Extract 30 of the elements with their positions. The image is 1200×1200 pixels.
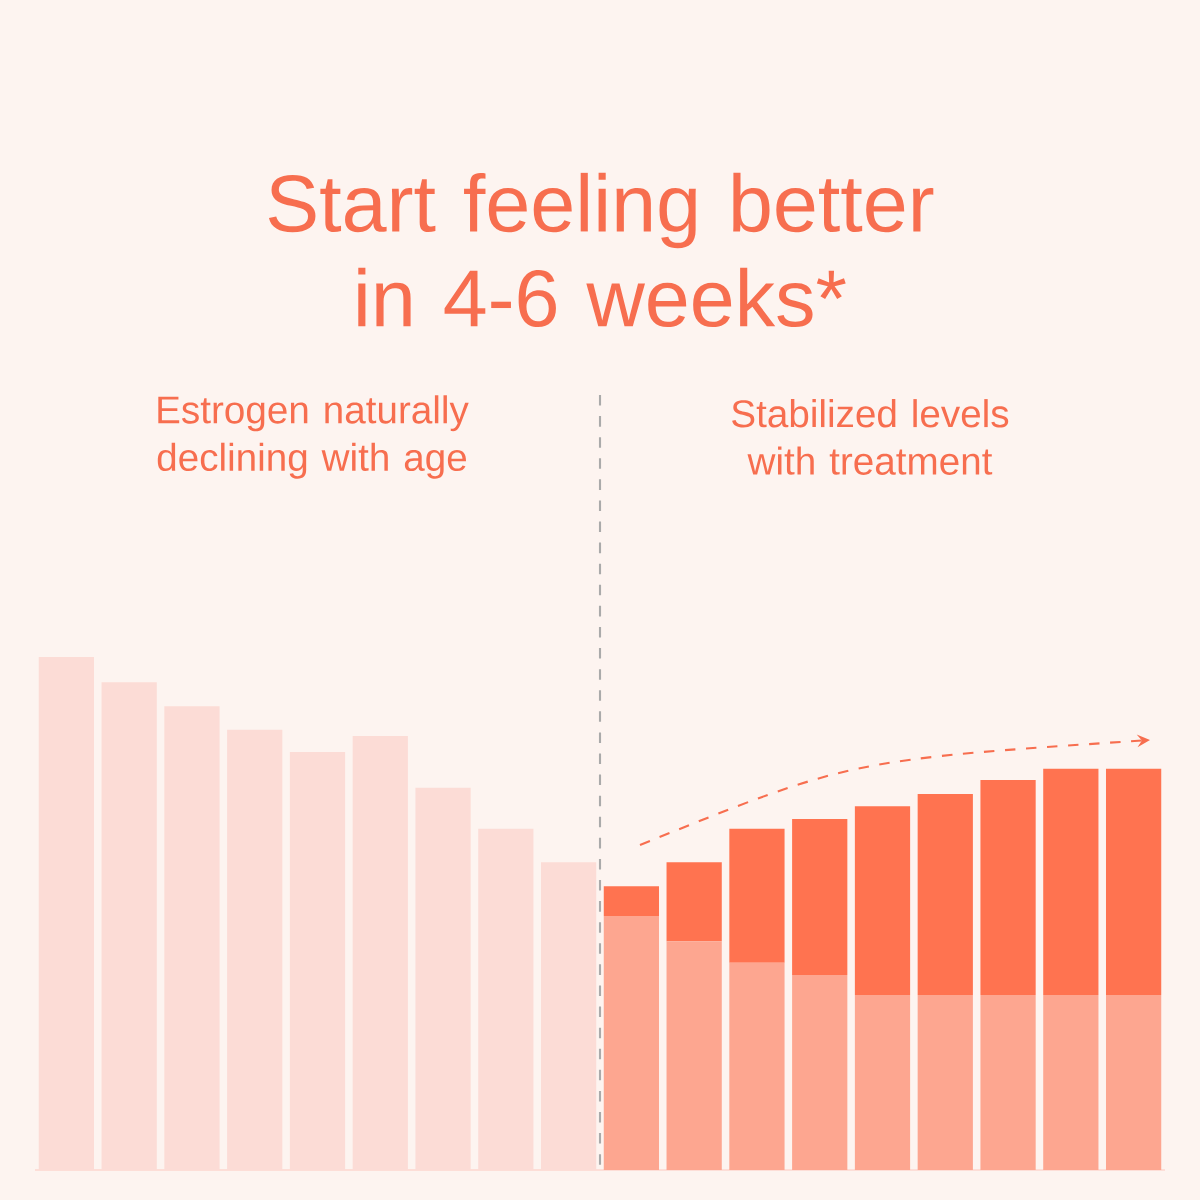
bar [1105,995,1162,1170]
bar [666,862,722,942]
bar [101,682,157,1170]
text: Stabilized levels with treatment [732,399,1009,475]
bar [478,828,534,1170]
bar [729,828,785,963]
bar [1105,768,1162,996]
bar [227,729,283,1170]
bar [38,657,95,1170]
bar [980,780,1036,996]
bar [289,751,346,1170]
bar [603,916,660,1170]
bar [352,736,408,1170]
bar [729,962,785,1170]
bar [792,819,848,976]
bar [415,787,471,1170]
text: Estrogen naturally declining with age [157,395,469,479]
bar [1043,995,1099,1170]
bar [603,886,660,917]
bar [666,941,722,1170]
chart-title: Start feeling better in 4-6 weeks* [268,172,934,328]
bar [792,975,848,1170]
bar [1043,768,1099,996]
bar [980,995,1036,1170]
bar [854,806,911,996]
bar [917,793,973,996]
bar [164,706,220,1170]
bar [917,995,973,1170]
bar [540,862,597,1170]
bar [854,995,911,1170]
